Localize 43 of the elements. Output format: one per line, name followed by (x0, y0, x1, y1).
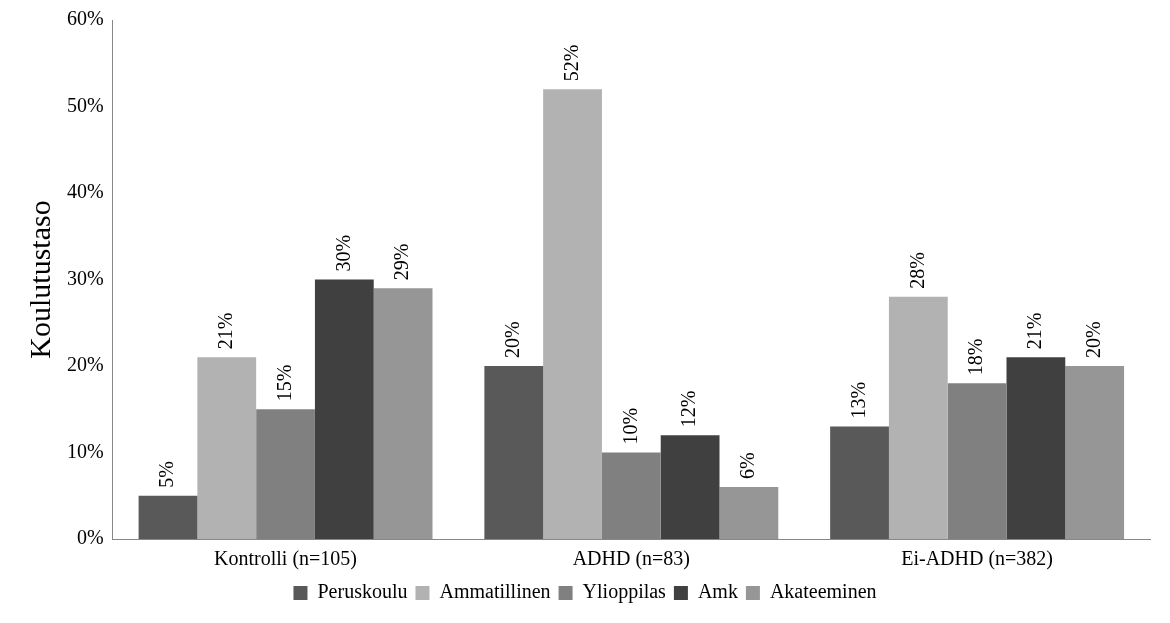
data-label: 30% (331, 234, 354, 272)
bar (660, 435, 720, 539)
legend-label: Akateeminen (769, 580, 877, 603)
bar (1006, 357, 1066, 539)
data-label: 21% (214, 312, 237, 350)
x-tick-label: Ei-ADHD (n=382) (901, 547, 1054, 571)
data-label: 18% (964, 338, 987, 376)
data-label: 10% (618, 407, 641, 445)
data-label: 52% (559, 44, 582, 82)
bar (1065, 366, 1125, 539)
y-tick-label: 0% (76, 526, 104, 549)
y-tick-label: 10% (66, 439, 104, 462)
y-tick-label: 60% (66, 7, 104, 30)
y-tick-label: 40% (66, 180, 104, 203)
bar (543, 89, 602, 539)
bar (314, 279, 374, 539)
bar (888, 296, 948, 539)
bar (830, 426, 889, 539)
legend-label: Peruskoulu (317, 580, 408, 603)
y-tick-label: 20% (66, 353, 104, 376)
x-tick-label: ADHD (n=83) (572, 547, 691, 571)
data-label: 29% (390, 243, 413, 281)
data-label: 28% (905, 252, 928, 289)
bar (197, 357, 257, 539)
legend-label: Ylioppilas (582, 580, 667, 604)
bar (719, 487, 779, 539)
bar (138, 495, 198, 539)
legend-label: Ammatillinen (439, 580, 551, 603)
bar (484, 366, 544, 539)
data-label: 12% (677, 390, 700, 428)
bar (373, 288, 433, 539)
y-axis-title: Koulutustaso (22, 200, 56, 359)
y-tick-label: 50% (66, 93, 104, 116)
data-label: 5% (155, 461, 178, 488)
x-tick-label: Kontrolli (n=105) (214, 547, 358, 571)
y-tick-label: 30% (66, 266, 104, 289)
data-label: 15% (272, 364, 295, 402)
data-label: 21% (1023, 312, 1046, 350)
data-label: 20% (501, 321, 524, 358)
legend-label: Amk (697, 580, 738, 603)
data-label: 6% (736, 452, 759, 480)
data-label: 13% (846, 381, 869, 419)
data-label: 20% (1081, 321, 1104, 358)
